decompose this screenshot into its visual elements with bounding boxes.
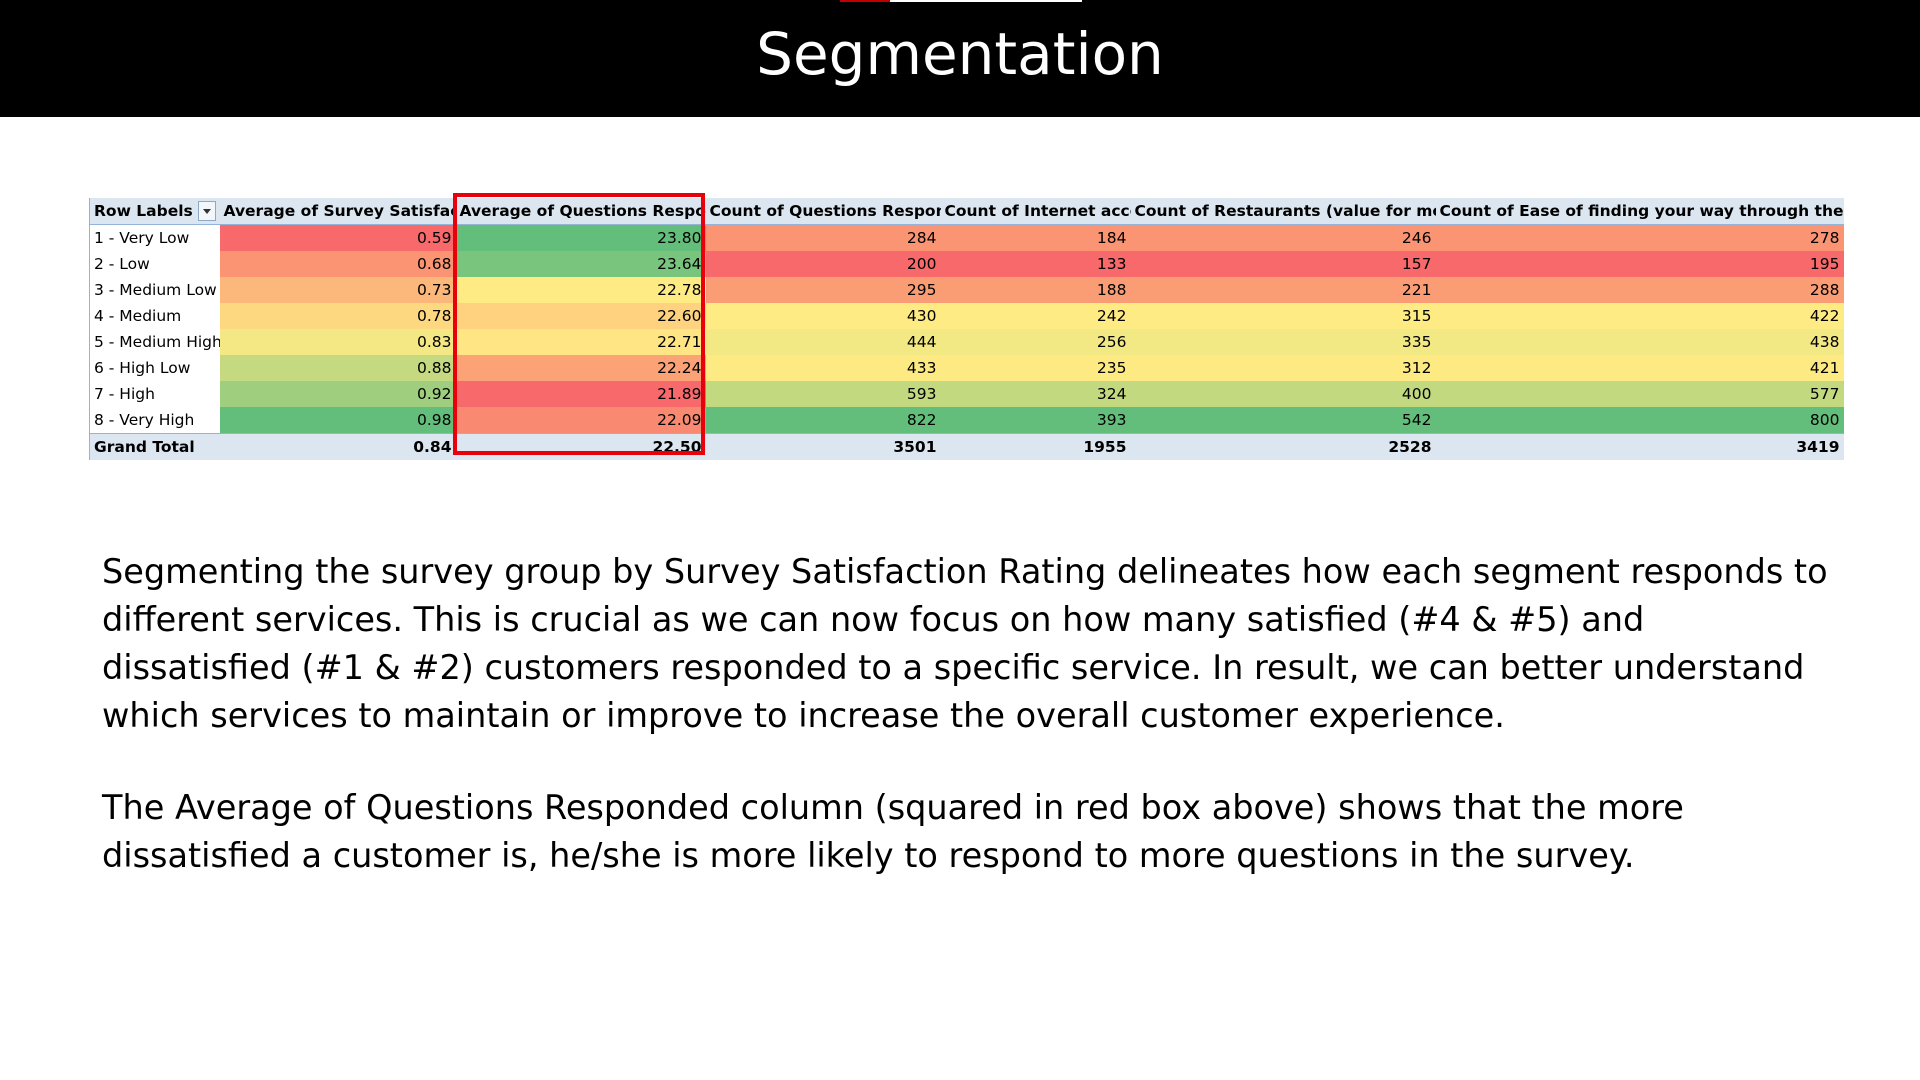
table-cell: 393 xyxy=(940,407,1131,434)
header-avg-questions-responed: Average of Questions Responed xyxy=(455,198,706,225)
header-count-restaurants: Count of Restaurants (value for money) xyxy=(1130,198,1436,225)
total-cell: 1955 xyxy=(940,433,1131,460)
grand-total-label: Grand Total xyxy=(89,433,220,460)
table-cell: 0.88 xyxy=(219,355,456,381)
table-row: 7 - High 0.92 21.89 593 324 400 577 xyxy=(89,381,1844,407)
table-cell: 0.78 xyxy=(219,303,456,329)
table-cell: 312 xyxy=(1130,355,1436,381)
table-cell: 133 xyxy=(940,251,1131,277)
row-label: 7 - High xyxy=(89,381,220,407)
table-cell: 23.80 xyxy=(455,224,706,251)
table-cell: 800 xyxy=(1435,407,1844,434)
table-cell: 284 xyxy=(705,224,941,251)
table-cell: 235 xyxy=(940,355,1131,381)
table-cell: 0.92 xyxy=(219,381,456,407)
table-cell: 822 xyxy=(705,407,941,434)
table-cell: 444 xyxy=(705,329,941,355)
table-cell: 422 xyxy=(1435,303,1844,329)
table-cell: 188 xyxy=(940,277,1131,303)
filter-dropdown-icon[interactable] xyxy=(197,201,216,221)
row-label: 6 - High Low xyxy=(89,355,220,381)
table-row: 5 - Medium High 0.83 22.71 444 256 335 438 xyxy=(89,329,1844,355)
header-avg-survey-satisfaction: Average of Survey Satisfaction xyxy=(219,198,456,225)
title-accent-red xyxy=(840,0,890,2)
table-cell: 433 xyxy=(705,355,941,381)
table-cell: 184 xyxy=(940,224,1131,251)
row-label: 3 - Medium Low xyxy=(89,277,220,303)
table-row: 4 - Medium 0.78 22.60 430 242 315 422 xyxy=(89,303,1844,329)
row-label: 2 - Low xyxy=(89,251,220,277)
table-cell: 577 xyxy=(1435,381,1844,407)
row-label: 5 - Medium High xyxy=(89,329,220,355)
table-cell: 22.78 xyxy=(455,277,706,303)
paragraph-segmentation: Segmenting the survey group by Survey Sa… xyxy=(102,552,1828,735)
grand-total-row: Grand Total 0.84 22.50 3501 1955 2528 34… xyxy=(89,433,1844,460)
table-cell: 0.59 xyxy=(219,224,456,251)
table-cell: 242 xyxy=(940,303,1131,329)
table-cell: 22.71 xyxy=(455,329,706,355)
header-row-labels: Row Labels xyxy=(89,198,220,225)
table-cell: 221 xyxy=(1130,277,1436,303)
table-row: 2 - Low 0.68 23.64 200 133 157 195 xyxy=(89,251,1844,277)
table-cell: 0.73 xyxy=(219,277,456,303)
row-label: 4 - Medium xyxy=(89,303,220,329)
table-row: 1 - Very Low 0.59 23.80 284 184 246 278 xyxy=(89,224,1844,251)
table-row: 8 - Very High 0.98 22.09 822 393 542 800 xyxy=(89,407,1844,434)
total-cell: 3501 xyxy=(705,433,941,460)
table-cell: 335 xyxy=(1130,329,1436,355)
table-cell: 430 xyxy=(705,303,941,329)
total-cell: 0.84 xyxy=(219,433,456,460)
table-cell: 315 xyxy=(1130,303,1436,329)
table-cell: 0.98 xyxy=(219,407,456,434)
table-cell: 157 xyxy=(1130,251,1436,277)
table-cell: 0.68 xyxy=(219,251,456,277)
header-row-labels-text: Row Labels xyxy=(94,202,193,220)
total-cell: 22.50 xyxy=(455,433,706,460)
table-cell: 195 xyxy=(1435,251,1844,277)
table-cell: 288 xyxy=(1435,277,1844,303)
table-cell: 278 xyxy=(1435,224,1844,251)
row-label: 1 - Very Low xyxy=(89,224,220,251)
table-cell: 421 xyxy=(1435,355,1844,381)
title-bar: Segmentation xyxy=(0,0,1920,117)
header-count-questions-responed: Count of Questions Responed xyxy=(705,198,941,225)
table-cell: 246 xyxy=(1130,224,1436,251)
header-count-internet-access: Count of Internet access xyxy=(940,198,1131,225)
table-cell: 22.09 xyxy=(455,407,706,434)
title-accent-white xyxy=(890,0,1082,2)
total-cell: 2528 xyxy=(1130,433,1436,460)
table-cell: 21.89 xyxy=(455,381,706,407)
pivot-table: Row Labels Average of Survey Satisfactio… xyxy=(89,198,1844,460)
row-label: 8 - Very High xyxy=(89,407,220,434)
pivot-header-row: Row Labels Average of Survey Satisfactio… xyxy=(89,198,1844,225)
table-cell: 256 xyxy=(940,329,1131,355)
table-cell: 400 xyxy=(1130,381,1436,407)
total-cell: 3419 xyxy=(1435,433,1844,460)
table-cell: 295 xyxy=(705,277,941,303)
table-row: 3 - Medium Low 0.73 22.78 295 188 221 288 xyxy=(89,277,1844,303)
table-cell: 23.64 xyxy=(455,251,706,277)
table-row: 6 - High Low 0.88 22.24 433 235 312 421 xyxy=(89,355,1844,381)
table-cell: 542 xyxy=(1130,407,1436,434)
table-cell: 22.60 xyxy=(455,303,706,329)
slide-title: Segmentation xyxy=(756,20,1164,88)
table-cell: 438 xyxy=(1435,329,1844,355)
table-cell: 22.24 xyxy=(455,355,706,381)
table-cell: 0.83 xyxy=(219,329,456,355)
table-cell: 200 xyxy=(705,251,941,277)
table-cell: 324 xyxy=(940,381,1131,407)
table-cell: 593 xyxy=(705,381,941,407)
paragraph-average-questions: The Average of Questions Responded colum… xyxy=(102,788,1684,875)
header-count-ease-of-finding: Count of Ease of finding your way throug… xyxy=(1435,198,1844,225)
